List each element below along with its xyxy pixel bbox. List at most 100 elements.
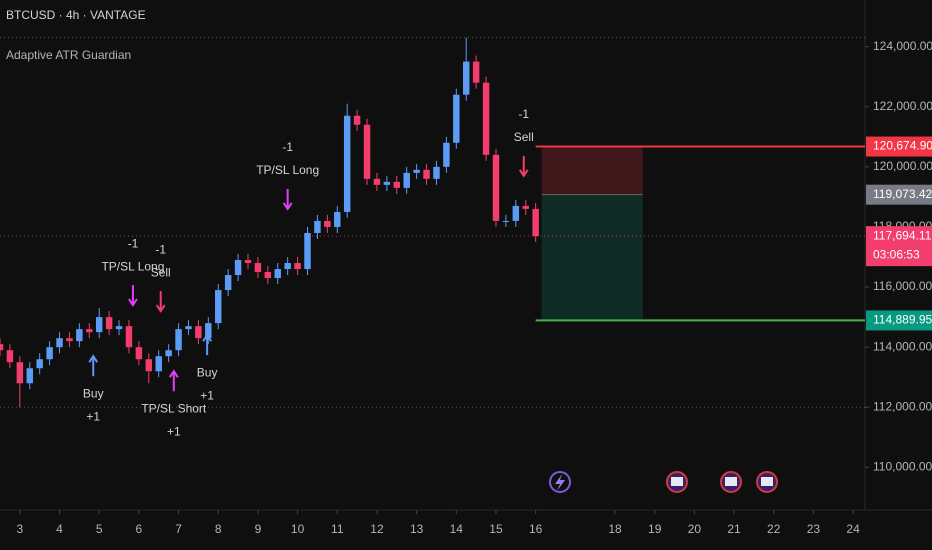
candle-body: [383, 181, 391, 185]
signal-label: Buy: [197, 365, 218, 379]
candle-body: [363, 124, 371, 179]
x-tick-label: 22: [767, 522, 781, 536]
event-flag: [671, 477, 683, 486]
y-tick-label: 120,000.00: [873, 159, 932, 173]
target-price-label: 114,889.95: [873, 313, 932, 327]
signal-label: TP/SL Short: [141, 401, 207, 415]
chart-title: BTCUSD · 4h · VANTAGE: [6, 8, 146, 22]
x-tick-label: 16: [529, 522, 543, 536]
candle-body: [294, 263, 301, 270]
signal-arrow-head: [202, 333, 212, 342]
candle-body: [423, 169, 430, 179]
x-tick-label: 3: [16, 522, 23, 536]
x-tick-label: 14: [450, 522, 464, 536]
candle-body: [502, 220, 510, 222]
signal-label: TP/SL Long: [256, 163, 319, 177]
candle-body: [115, 326, 123, 330]
candle-body: [314, 220, 321, 233]
signal-arrow-head: [88, 354, 99, 363]
candle-body: [393, 181, 401, 188]
entry-price-label: 119,073.42: [873, 187, 932, 201]
signal-label: +1: [86, 409, 100, 423]
candle-body: [284, 263, 291, 270]
x-tick-label: 10: [291, 522, 305, 536]
indicator-name: Adaptive ATR Guardian: [6, 48, 131, 62]
candle-body: [185, 326, 192, 330]
candle-body: [453, 94, 460, 143]
event-flag: [725, 477, 737, 486]
signal-label: Sell: [151, 265, 171, 279]
candle-body: [324, 220, 331, 227]
candle-body: [532, 208, 539, 237]
x-tick-label: 11: [331, 522, 344, 536]
candle-body: [334, 211, 341, 227]
y-tick-label: 116,000.00: [873, 279, 932, 293]
y-tick-label: 124,000.00: [873, 39, 932, 53]
candle-body: [463, 61, 470, 95]
reward-zone: [541, 194, 643, 321]
candle-body: [215, 290, 222, 324]
candle-body: [175, 329, 182, 351]
y-tick-label: 114,000.00: [873, 339, 932, 353]
signal-label: TP/SL Long: [101, 259, 164, 273]
candle-body: [512, 205, 520, 221]
candle-body: [274, 269, 281, 279]
candle-body: [16, 362, 24, 384]
axis: 110,000.00 112,000.00 114,000.00 116,000.00…: [16, 39, 932, 536]
signal-arrow-head: [128, 298, 138, 307]
candle-body: [105, 317, 113, 330]
candle-body: [353, 115, 361, 125]
candle-body: [264, 272, 272, 279]
x-tick-label: 19: [648, 522, 662, 536]
candle-body: [26, 368, 33, 384]
candle-body: [433, 166, 440, 179]
candle-body: [66, 338, 73, 342]
risk-zone: [541, 146, 643, 195]
signal-arrow-head: [518, 169, 529, 178]
signal-label: -1: [155, 242, 166, 256]
candle-body: [76, 329, 83, 342]
y-tick-label: 110,000.00: [873, 460, 932, 474]
x-tick-label: 5: [96, 522, 103, 536]
candle-body: [205, 323, 212, 339]
event-icon-bolt: [555, 474, 565, 491]
candle-body: [6, 350, 14, 363]
event-icons: [549, 471, 778, 493]
signal-label: +1: [200, 388, 214, 402]
x-tick-label: 21: [727, 522, 741, 536]
candle-body: [244, 260, 252, 264]
candle-body: [492, 154, 500, 221]
y-tick-label: 122,000.00: [873, 99, 932, 113]
x-tick-label: 6: [136, 522, 143, 536]
candle-body: [95, 317, 103, 333]
last-price-label-box: [866, 226, 932, 267]
candle-body: [135, 347, 143, 360]
signal-label: -1: [518, 107, 529, 121]
event-icon[interactable]: [549, 471, 571, 493]
candle-body: [343, 115, 351, 212]
candle-body: [36, 359, 43, 369]
candle-body: [46, 347, 53, 360]
signal-label: Sell: [514, 130, 534, 144]
candle-body: [443, 142, 450, 167]
candle-body: [0, 344, 4, 351]
x-tick-label: 12: [370, 522, 384, 536]
candle-body: [304, 232, 311, 270]
signal-arrow-head: [168, 369, 179, 378]
last-price-label: 117,694.11: [873, 228, 932, 242]
x-tick-label: 13: [410, 522, 424, 536]
candle-body: [254, 263, 262, 273]
signal-label: +1: [167, 424, 181, 438]
candle-body: [86, 329, 93, 333]
candle-body: [56, 338, 63, 348]
candle-body: [413, 169, 420, 173]
stop-price-label: 120,674.90: [873, 139, 932, 153]
x-tick-label: 23: [807, 522, 821, 536]
event-flag: [761, 477, 773, 486]
target-price-label-box: [866, 310, 932, 331]
candle-body: [472, 61, 480, 83]
x-tick-label: 24: [846, 522, 860, 536]
candle-body: [403, 172, 410, 188]
